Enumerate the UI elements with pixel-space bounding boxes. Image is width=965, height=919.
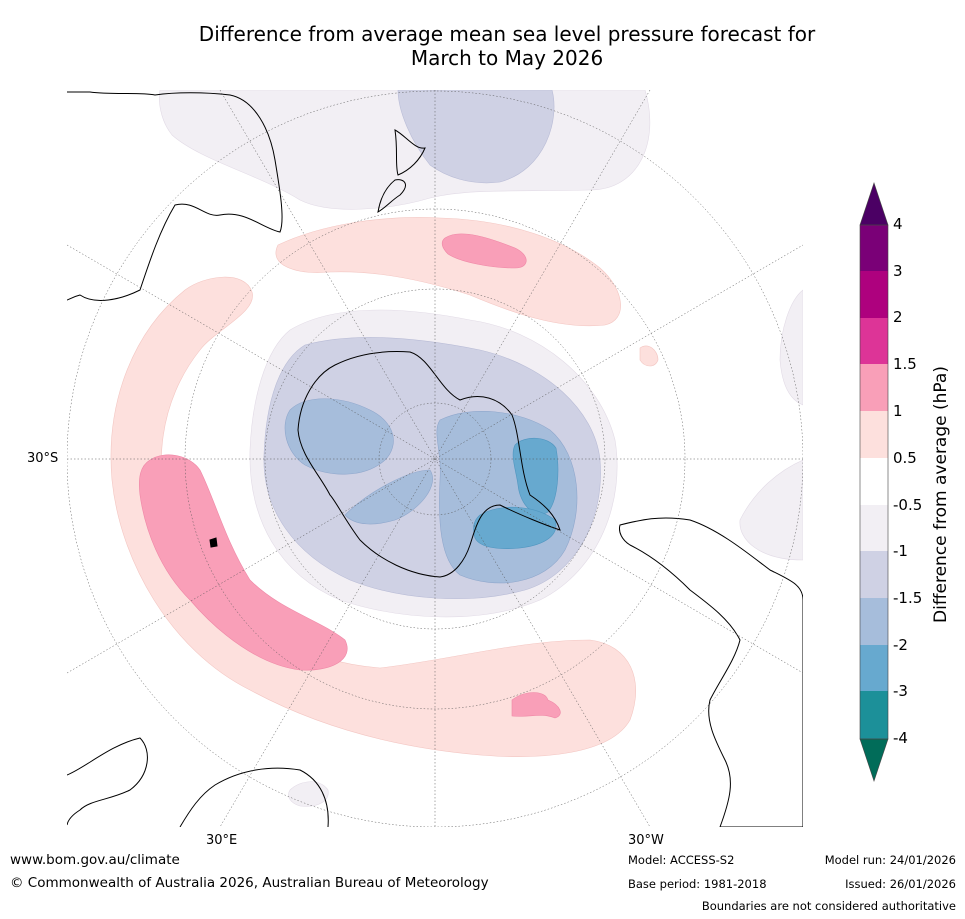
colorbar-bin-3-4	[860, 225, 888, 271]
colorbar-tick-m1.5: -1.5	[893, 589, 923, 607]
title-line-1: Difference from average mean sea level p…	[198, 22, 816, 46]
model-run-date: Model run: 24/01/2026	[824, 853, 956, 867]
colorbar-bin-2-3	[860, 271, 888, 318]
colorbar-tick-0.5: 0.5	[893, 449, 917, 467]
colorbar-bin-m1-m0.5	[860, 505, 888, 551]
colorbar-bin-m1.5-m1	[860, 551, 888, 598]
anomaly-region-positive-atlantic	[511, 692, 561, 719]
colorbar-extend-top	[860, 183, 888, 225]
colorbar-tick-2: 2	[893, 308, 903, 326]
issued-date: Issued: 26/01/2026	[845, 877, 956, 891]
colorbar-extend-bottom	[860, 739, 888, 781]
colorbar-bin-1-1.5	[860, 364, 888, 411]
colorbar-tick-m2: -2	[893, 636, 908, 654]
colorbar-tick-3: 3	[893, 262, 903, 280]
colorbar-bin-neutral	[860, 458, 888, 505]
south-america-coastline	[619, 517, 803, 827]
colorbar-tick-1.5: 1.5	[893, 355, 917, 373]
base-period: Base period: 1981-2018	[628, 877, 767, 891]
colorbar	[859, 182, 889, 782]
graticule	[67, 90, 803, 827]
title-line-2: March to May 2026	[410, 46, 604, 70]
africa-coastline	[67, 737, 329, 827]
website-url: www.bom.gov.au/climate	[10, 852, 180, 868]
colorbar-tick-4: 4	[893, 215, 903, 233]
colorbar-bin-1.5-2	[860, 318, 888, 364]
copyright-notice: © Commonwealth of Australia 2026, Austra…	[10, 875, 489, 891]
australia-coastline	[67, 91, 283, 301]
colorbar-bin-m4-m3	[860, 691, 888, 739]
anomaly-region-slight-positive-pacific	[275, 217, 621, 327]
anomaly-region-slight-negative-south	[288, 781, 329, 807]
latitude-label-30s: 30°S	[27, 451, 59, 466]
anomaly-region-positive-indian	[139, 454, 348, 671]
model-name: Model: ACCESS-S2	[628, 853, 735, 867]
madagascar-coastline	[209, 537, 218, 548]
anomaly-region-moderate-negative-east	[436, 411, 578, 584]
colorbar-tick-m3: -3	[893, 682, 908, 700]
longitude-label-30w: 30°W	[628, 833, 664, 848]
new-zealand-coastline	[377, 129, 426, 213]
anomaly-region-strong-negative-1	[512, 437, 559, 515]
anomaly-region-negative-north	[397, 90, 555, 184]
anomaly-region-slight-positive-small	[639, 345, 659, 367]
colorbar-tick-m0.5: -0.5	[893, 496, 923, 514]
colorbar-tick-1: 1	[893, 402, 903, 420]
colorbar-tick-m4: -4	[893, 729, 908, 747]
colorbar-bin-0.5-1	[860, 411, 888, 458]
anomaly-region-positive-pacific	[441, 233, 527, 269]
boundaries-disclaimer: Boundaries are not considered authoritat…	[701, 899, 956, 913]
map-title: Difference from average mean sea level p…	[0, 22, 965, 70]
anomaly-region-strong-negative-2	[473, 506, 557, 549]
colorbar-bin-m2-m1.5	[860, 598, 888, 645]
colorbar-tick-m1: -1	[893, 542, 908, 560]
longitude-label-30e: 30°E	[206, 833, 238, 848]
anomaly-region-slight-negative-east	[739, 289, 803, 561]
antarctica-coastline	[297, 351, 561, 578]
anomaly-region-moderate-negative-south	[344, 469, 433, 525]
colorbar-title: Difference from average (hPa)	[931, 366, 951, 623]
anomaly-region-moderate-negative-west	[284, 398, 394, 475]
colorbar-bin-m3-m2	[860, 645, 888, 691]
